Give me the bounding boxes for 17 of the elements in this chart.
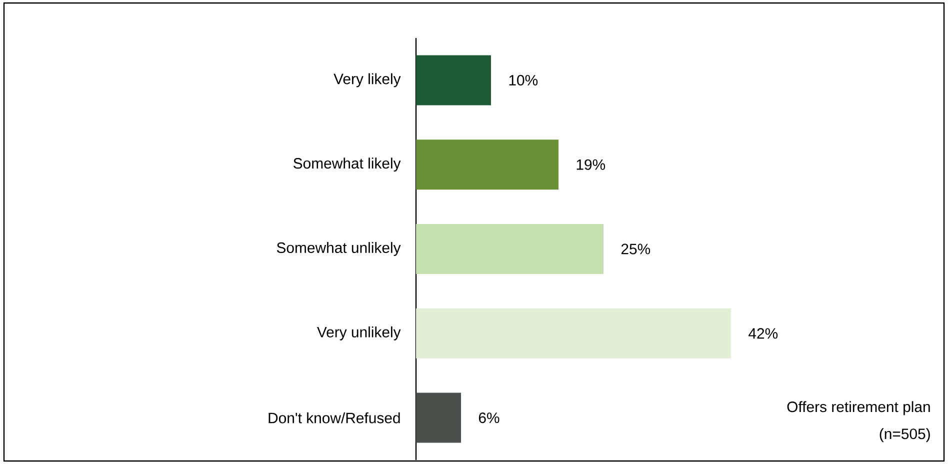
data-label: 25% [621,244,650,254]
bar [416,392,462,443]
y-tick-label: Very likely [334,73,401,88]
data-label: 42% [748,328,778,339]
data-label: 10% [509,74,538,86]
y-tick-label: Somewhat likely [294,158,401,172]
bar [416,308,732,358]
bar [416,140,559,190]
data-label: 19% [576,159,606,170]
y-tick-label: Somewhat unlikely [276,242,401,256]
bar [416,55,492,106]
y-tick-label: Very unlikely [316,326,401,340]
bar [416,224,604,274]
text: (n=505) [880,428,930,442]
y-tick-label: Don't know/Refused [268,412,400,424]
text: Offers retirement plan [787,401,930,416]
data-label: 6% [478,412,500,424]
